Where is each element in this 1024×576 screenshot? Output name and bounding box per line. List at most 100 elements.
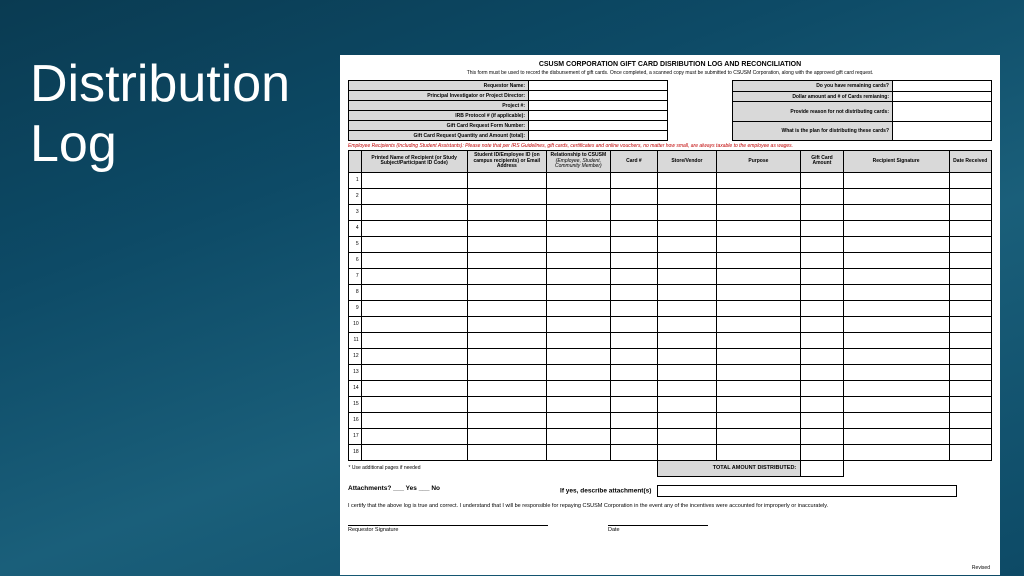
cell: [658, 268, 716, 284]
cell: [658, 172, 716, 188]
cell: [949, 428, 991, 444]
cell: [467, 364, 546, 380]
title-line-2: Log: [30, 115, 290, 175]
table-row: 7: [349, 268, 992, 284]
cell: [361, 204, 467, 220]
field-row: Principal Investigator or Project Direct…: [349, 91, 668, 101]
cell: [467, 284, 546, 300]
total-row: * Use additional pages if needed TOTAL A…: [349, 460, 992, 476]
cell: [843, 380, 949, 396]
cell: [843, 284, 949, 300]
row-number: 2: [349, 188, 362, 204]
cell: [467, 332, 546, 348]
field-row: Do you have remaining cards?: [733, 81, 992, 92]
field-row: IRB Protocol # (if applicable):: [349, 111, 668, 121]
cell: [801, 204, 843, 220]
cell: [949, 252, 991, 268]
cell: [949, 348, 991, 364]
table-row: 4: [349, 220, 992, 236]
table-row: 18: [349, 444, 992, 460]
cell: [361, 396, 467, 412]
row-number: 14: [349, 380, 362, 396]
cell: [467, 236, 546, 252]
cell: [361, 268, 467, 284]
col-signature: Recipient Signature: [843, 151, 949, 173]
cell: [361, 188, 467, 204]
row-number: 7: [349, 268, 362, 284]
cell: [361, 364, 467, 380]
cell: [361, 236, 467, 252]
cell: [801, 268, 843, 284]
cell: [610, 220, 658, 236]
cell: [949, 220, 991, 236]
col-date: Date Received: [949, 151, 991, 173]
field-row: Gift Card Request Quantity and Amount (t…: [349, 131, 668, 141]
cell: [949, 204, 991, 220]
cell: [658, 380, 716, 396]
attachments-desc-box: [657, 485, 957, 497]
cell: [610, 316, 658, 332]
cell: [547, 252, 611, 268]
cell: [467, 348, 546, 364]
col-name: Printed Name of Recipient (or Study Subj…: [361, 151, 467, 173]
cell: [801, 236, 843, 252]
cell: [801, 380, 843, 396]
field-label: Dollar amount and # of Cards remianing:: [733, 91, 893, 102]
field-label: IRB Protocol # (if applicable):: [349, 111, 529, 121]
table-row: 8: [349, 284, 992, 300]
cell: [949, 444, 991, 460]
row-number: 16: [349, 412, 362, 428]
cell: [547, 380, 611, 396]
cell: [361, 284, 467, 300]
cell: [843, 412, 949, 428]
cell: [716, 444, 801, 460]
col-id: Student ID/Employee ID (on campus recipi…: [467, 151, 546, 173]
cell: [610, 428, 658, 444]
table-row: 16: [349, 412, 992, 428]
cell: [467, 268, 546, 284]
cell: [610, 236, 658, 252]
log-header-row: Printed Name of Recipient (or Study Subj…: [349, 151, 992, 173]
field-value: [529, 91, 668, 101]
cell: [716, 236, 801, 252]
cell: [658, 332, 716, 348]
cell: [716, 204, 801, 220]
cell: [610, 284, 658, 300]
cell: [716, 348, 801, 364]
cell: [547, 268, 611, 284]
cell: [716, 268, 801, 284]
requestor-signature-line: Requestor Signature: [348, 525, 548, 533]
row-number: 18: [349, 444, 362, 460]
left-fields-table: Requestor Name:Principal Investigator or…: [348, 80, 668, 141]
cell: [547, 300, 611, 316]
cell: [843, 220, 949, 236]
field-value: [893, 102, 992, 121]
table-row: 11: [349, 332, 992, 348]
revised-label: Revised: [972, 565, 990, 571]
cell: [716, 188, 801, 204]
field-value: [529, 121, 668, 131]
cell: [843, 316, 949, 332]
cell: [658, 396, 716, 412]
cell: [467, 220, 546, 236]
cell: [949, 300, 991, 316]
cell: [467, 316, 546, 332]
row-number: 17: [349, 428, 362, 444]
cell: [949, 172, 991, 188]
cell: [843, 428, 949, 444]
cell: [467, 428, 546, 444]
cell: [843, 332, 949, 348]
table-row: 6: [349, 252, 992, 268]
cell: [949, 412, 991, 428]
cell: [716, 396, 801, 412]
date-line: Date: [608, 525, 708, 533]
row-number: 10: [349, 316, 362, 332]
form-title: CSUSM CORPORATION GIFT CARD DISRIBUTION …: [348, 61, 992, 68]
cell: [658, 444, 716, 460]
right-fields-table: Do you have remaining cards?Dollar amoun…: [732, 80, 992, 141]
cell: [467, 172, 546, 188]
cell: [843, 300, 949, 316]
cell: [716, 172, 801, 188]
cell: [843, 396, 949, 412]
cell: [610, 268, 658, 284]
